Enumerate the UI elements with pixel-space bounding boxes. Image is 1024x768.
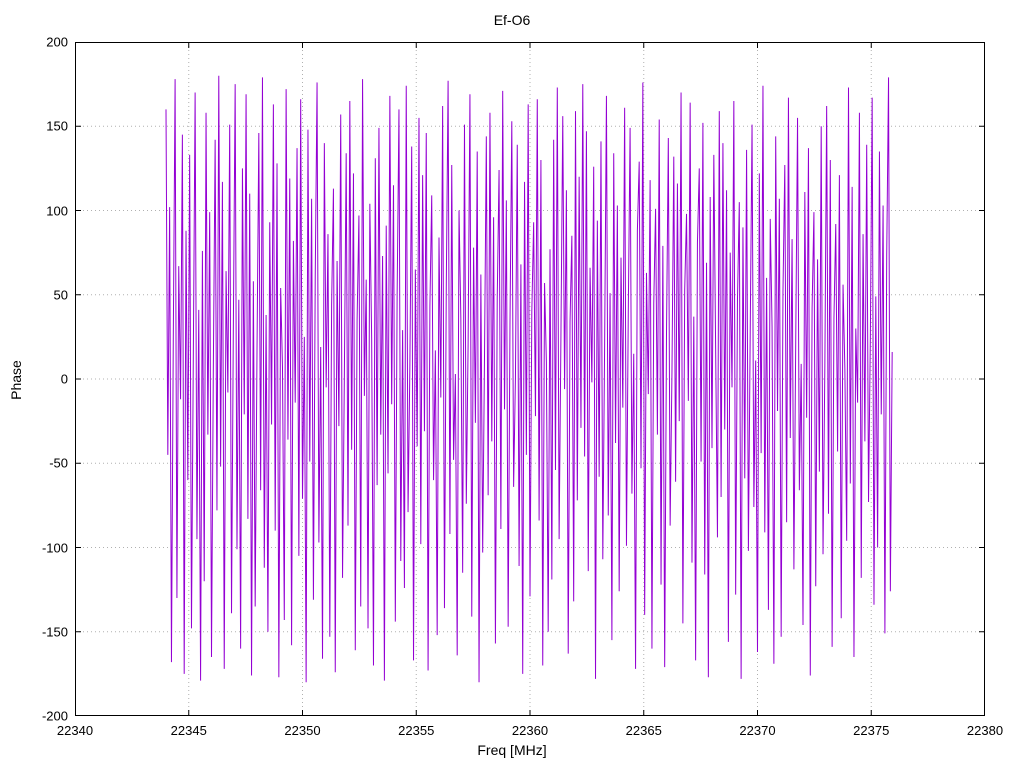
y-tick-label: 50 (53, 287, 68, 303)
x-tick-label: 22360 (511, 723, 549, 738)
y-tick-label: 150 (46, 118, 68, 134)
x-tick-label: 22340 (56, 723, 94, 738)
x-tick-label: 22380 (966, 723, 1004, 738)
data-line (165, 75, 893, 683)
chart-title: Ef-O6 (493, 12, 531, 28)
x-axis-label: Freq [MHz] (477, 742, 547, 758)
x-tick-label: 22350 (284, 723, 321, 738)
x-tick-label: 22345 (170, 723, 207, 738)
x-tick-label: 22375 (853, 723, 890, 738)
x-tick-label: 22355 (398, 723, 435, 738)
x-tick-label: 22370 (739, 723, 776, 738)
x-tick-label: 22365 (625, 723, 662, 738)
y-tick-label: -150 (41, 624, 68, 640)
y-tick-label: -100 (41, 540, 68, 555)
y-tick-label: -50 (49, 455, 68, 471)
y-tick-label: 100 (46, 203, 68, 218)
y-tick-label: -200 (41, 708, 68, 724)
y-tick-label: 0 (60, 371, 68, 387)
plot-area (75, 42, 985, 716)
y-tick-label: 200 (46, 34, 68, 50)
